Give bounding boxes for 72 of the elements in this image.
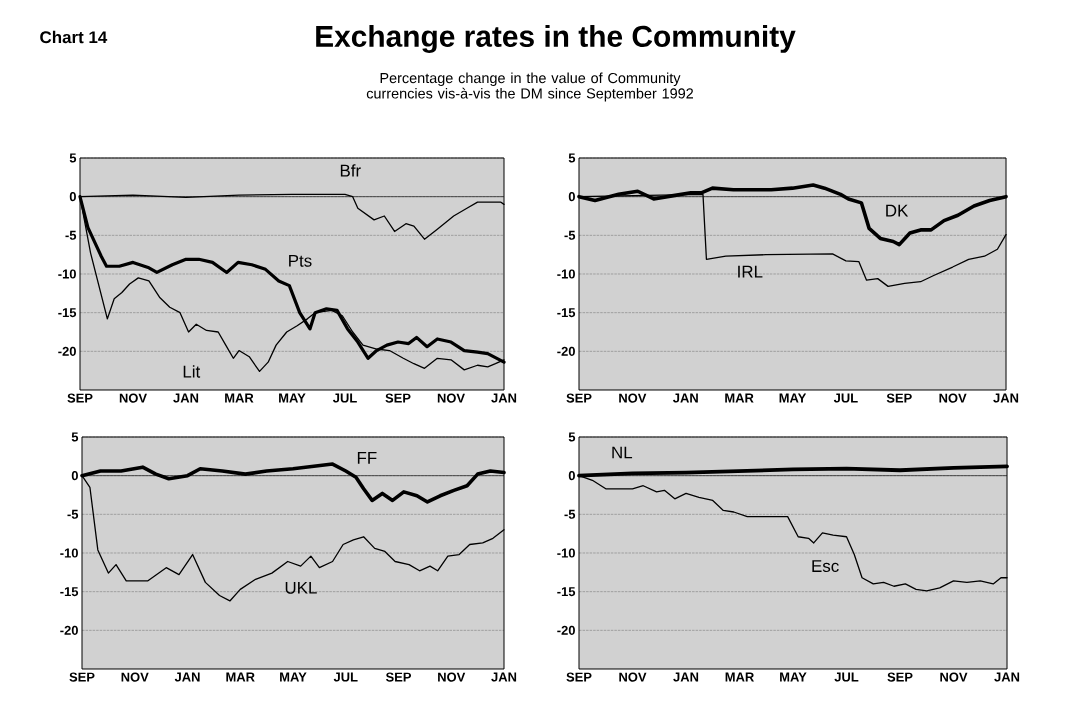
- y-tick-label: -15: [557, 308, 576, 318]
- x-tick-label: JAN: [491, 672, 517, 682]
- x-tick-label: SEP: [67, 393, 93, 403]
- series-label: Esc: [812, 560, 839, 573]
- x-tick-label: MAY: [279, 393, 306, 403]
- x-tick-label: MAR: [725, 672, 754, 682]
- y-tick-label: -20: [557, 625, 575, 635]
- x-tick-label: JAN: [993, 393, 1019, 403]
- x-tick-label: SEP: [385, 393, 411, 403]
- x-tick-label: MAR: [225, 393, 254, 403]
- x-tick-label: JAN: [673, 672, 699, 682]
- x-tick-label: SEP: [886, 393, 912, 403]
- x-tick-label: NOV: [438, 672, 466, 682]
- y-tick-label: -15: [557, 587, 576, 597]
- chart-subtitle: Percentage change in the value of Community currencies vis-à-vis the DM since September 1992: [366, 72, 694, 102]
- y-tick-label: 0: [568, 192, 575, 202]
- x-tick-label: JAN: [994, 672, 1020, 682]
- x-tick-label: JUL: [332, 393, 357, 403]
- x-tick-label: NOV: [940, 672, 968, 682]
- x-tick-label: MAR: [226, 672, 255, 682]
- x-tick-label: JUL: [333, 672, 358, 682]
- x-tick-label: JAN: [174, 672, 200, 682]
- y-tick-label: -10: [58, 269, 76, 279]
- x-tick-label: MAY: [780, 672, 807, 682]
- y-tick-label: -10: [557, 548, 575, 558]
- y-tick-label: 5: [568, 153, 576, 163]
- series-label: Bfr: [340, 164, 361, 177]
- y-tick-label: -20: [557, 346, 575, 356]
- y-tick-label: 5: [568, 432, 576, 442]
- y-tick-label: 0: [568, 471, 575, 481]
- x-tick-label: JUL: [834, 672, 859, 682]
- x-tick-label: NOV: [121, 672, 149, 682]
- x-tick-label: JAN: [673, 393, 698, 403]
- y-tick-label: -5: [65, 230, 77, 240]
- y-tick-label: -15: [58, 308, 77, 318]
- y-tick-label: 5: [71, 432, 79, 442]
- y-tick-label: 0: [69, 192, 76, 202]
- series-label: NL: [612, 446, 633, 459]
- series-label: FF: [357, 452, 377, 464]
- series-label: Pts: [289, 254, 312, 267]
- chart-title: Exchange rates in the Community: [316, 25, 796, 53]
- x-tick-label: NOV: [619, 672, 647, 682]
- x-tick-label: SEP: [887, 672, 913, 682]
- y-tick-label: -15: [60, 587, 79, 597]
- x-tick-label: NOV: [939, 393, 967, 403]
- series-label: Lit: [183, 365, 201, 378]
- x-tick-label: NOV: [619, 393, 647, 403]
- x-tick-label: SEP: [69, 672, 95, 682]
- y-tick-label: 0: [71, 471, 78, 481]
- x-tick-label: SEP: [385, 672, 412, 682]
- x-tick-label: JUL: [833, 393, 858, 403]
- y-tick-label: -10: [60, 548, 78, 558]
- x-tick-label: JAN: [173, 393, 199, 403]
- caption: Chart 14: [40, 30, 108, 44]
- y-tick-label: -5: [564, 509, 576, 519]
- y-tick-label: -10: [557, 269, 575, 279]
- x-tick-label: MAY: [280, 672, 307, 682]
- y-tick-label: -5: [67, 509, 79, 519]
- series-label: IRL: [738, 265, 763, 278]
- x-tick-label: MAR: [725, 393, 754, 403]
- x-tick-label: NOV: [437, 393, 465, 403]
- x-tick-label: SEP: [566, 672, 592, 682]
- x-tick-label: NOV: [119, 393, 147, 403]
- x-tick-label: JAN: [491, 393, 517, 403]
- x-tick-label: SEP: [566, 393, 592, 403]
- x-tick-label: MAY: [779, 393, 807, 403]
- series-label: DK: [886, 204, 909, 217]
- y-tick-label: -20: [58, 346, 76, 356]
- y-tick-label: -5: [564, 230, 576, 240]
- y-tick-label: -20: [60, 625, 78, 635]
- y-tick-label: 5: [69, 153, 77, 163]
- series-label: UKL: [285, 581, 317, 594]
